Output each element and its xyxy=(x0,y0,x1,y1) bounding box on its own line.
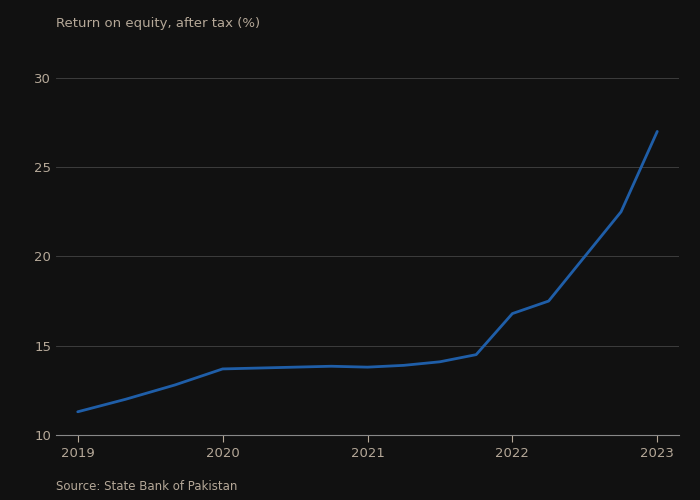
Text: Return on equity, after tax (%): Return on equity, after tax (%) xyxy=(56,17,260,30)
Text: Source: State Bank of Pakistan: Source: State Bank of Pakistan xyxy=(56,480,237,492)
